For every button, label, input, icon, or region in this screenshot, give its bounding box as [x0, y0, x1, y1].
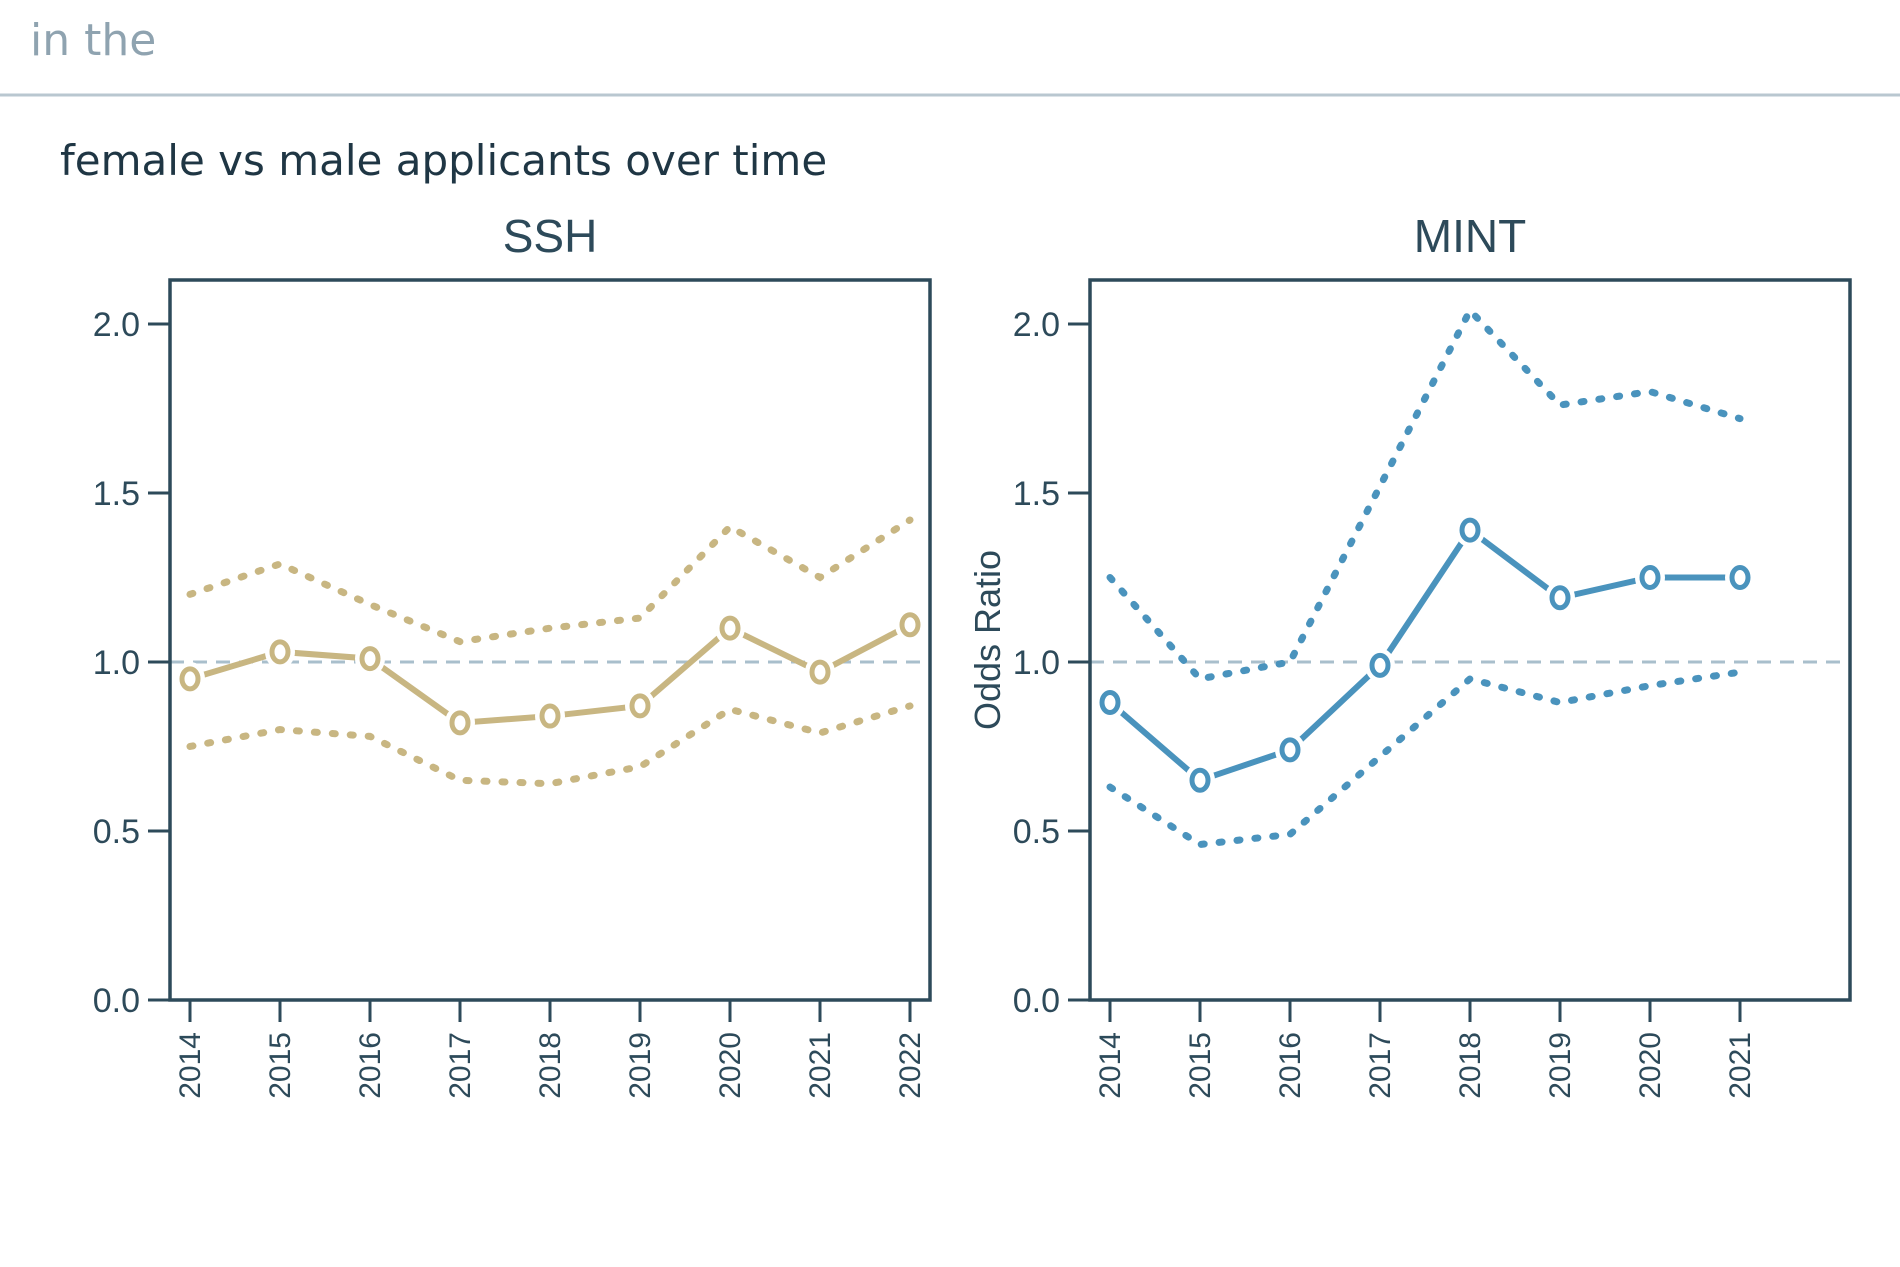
y-tick-label: 0.5: [93, 813, 140, 851]
x-tick-label: 2016: [1274, 1032, 1307, 1099]
odds-ratio-point: [1279, 737, 1301, 763]
panels: SSH 0.0 0.5 1.0 1.5 2.0 2014 2015 2016 2017 2018 20…: [93, 210, 1852, 1099]
x-tick-label: 2014: [1094, 1032, 1127, 1099]
panel-title: SSH: [503, 210, 598, 262]
odds-ratio-point: [899, 612, 921, 638]
odds-ratio-point: [1459, 517, 1481, 543]
odds-ratio-point: [1729, 564, 1751, 590]
x-tick-label: 2020: [1634, 1032, 1667, 1099]
figure-title: female vs male applicants over time: [60, 136, 827, 185]
y-tick-label: 0.0: [93, 982, 140, 1020]
ci-upper-line: [1106, 304, 1744, 683]
y-tick-label: 2.0: [93, 306, 140, 344]
odds-ratio-point: [449, 710, 471, 736]
y-tick-label: 1.0: [93, 644, 140, 682]
odds-ratio-point: [1369, 652, 1391, 678]
odds-ratio-line: [1108, 525, 1740, 784]
odds-ratio-point: [1549, 585, 1571, 611]
odds-ratio-point: [179, 666, 201, 692]
plot-frame: [168, 278, 932, 1002]
y-tick-label: 1.5: [93, 475, 140, 513]
odds-ratio-point: [809, 659, 831, 685]
ci-lower-line: [1106, 668, 1744, 849]
x-tick-label: 2022: [894, 1032, 927, 1099]
odds-ratio-point: [539, 703, 561, 729]
panel-ssh: SSH 0.0 0.5 1.0 1.5 2.0 2014 2015 2016 2017 2018 20…: [93, 210, 932, 1099]
y-tick-label: 0.5: [1013, 813, 1060, 851]
x-tick-label: 2021: [804, 1032, 837, 1099]
x-tick-label: 2015: [264, 1032, 297, 1099]
ci-upper-line: [186, 516, 914, 646]
x-tick-label: 2019: [1544, 1032, 1577, 1099]
x-tick-label: 2016: [354, 1032, 387, 1099]
odds-ratio-point: [1189, 767, 1211, 793]
x-tick-label: 2018: [1454, 1032, 1487, 1099]
y-tick-label: 2.0: [1013, 306, 1060, 344]
odds-ratio-point: [359, 646, 381, 672]
y-tick-label: 1.5: [1013, 475, 1060, 513]
ci-lower-line: [186, 702, 914, 788]
odds-ratio-point: [1639, 564, 1661, 590]
x-tick-label: 2017: [444, 1032, 477, 1099]
x-tick-label: 2014: [174, 1032, 207, 1099]
panel-title: MINT: [1414, 210, 1526, 262]
x-tick-label: 2020: [714, 1032, 747, 1099]
x-tick-label: 2017: [1364, 1032, 1397, 1099]
y-axis-label: Odds Ratio: [967, 550, 1008, 730]
y-tick-label: 0.0: [1013, 982, 1060, 1020]
x-tick-label: 2021: [1724, 1032, 1757, 1099]
x-tick-label: 2018: [534, 1032, 567, 1099]
panel-mint: MINT 0.0 0.5 1.0 1.5 2.0 2014 2015 2016 2017 2018 2…: [1013, 210, 1852, 1099]
x-tick-label: 2019: [624, 1032, 657, 1099]
y-tick-label: 1.0: [1013, 644, 1060, 682]
plot-frame: [1088, 278, 1852, 1002]
odds-ratio-point: [1099, 690, 1121, 716]
odds-ratio-point: [269, 639, 291, 665]
header-partial-text: in the: [30, 15, 156, 66]
x-tick-label: 2015: [1184, 1032, 1217, 1099]
odds-ratio-point: [629, 693, 651, 719]
odds-ratio-point: [719, 615, 741, 641]
